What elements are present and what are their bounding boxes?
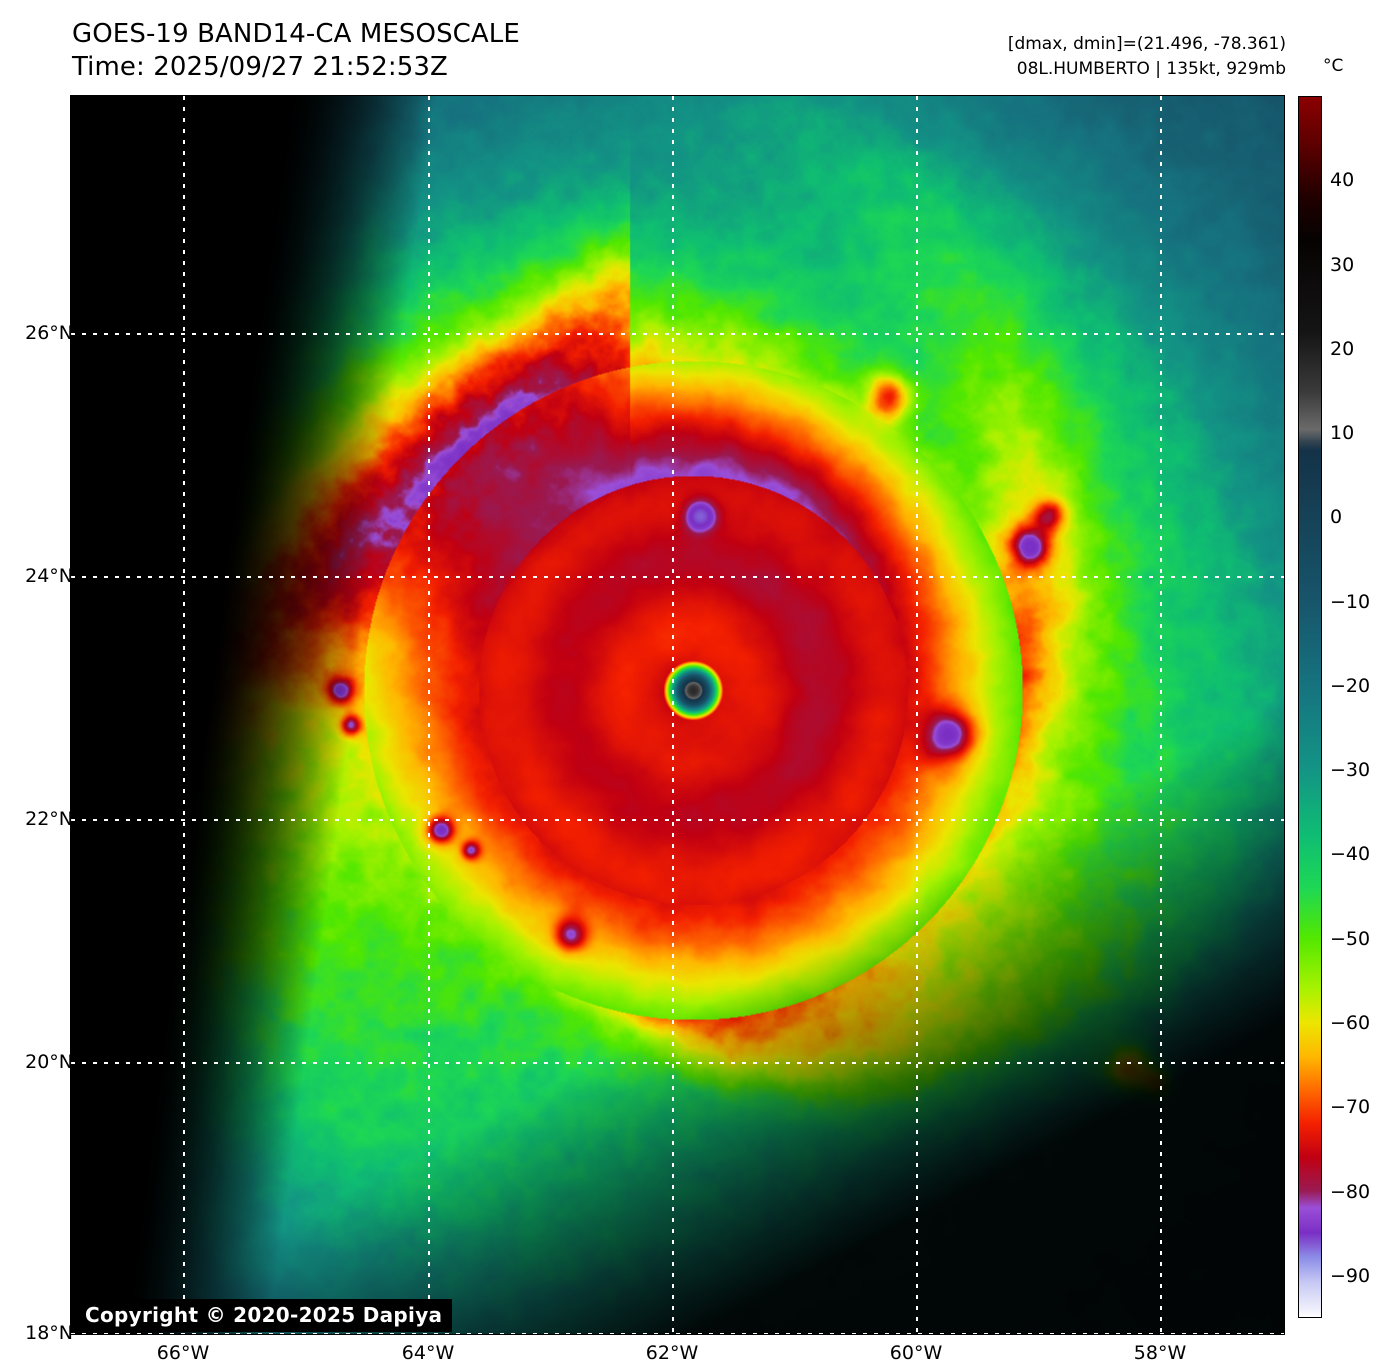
satellite-plot-area: Copyright © 2020-2025 Dapiya	[70, 95, 1285, 1335]
lat-tick-label: 24°N	[25, 565, 73, 587]
storm-intensity-readout: 08L.HUMBERTO | 135kt, 929mb	[1016, 58, 1286, 79]
colorbar-tick-label: −20	[1330, 674, 1371, 697]
colorbar-tick-label: −30	[1330, 759, 1371, 782]
lat-tick-label: 20°N	[25, 1051, 73, 1073]
colorbar-tick-label: 10	[1330, 422, 1355, 445]
colorbar-tick-label: −90	[1330, 1264, 1371, 1287]
colorbar-gradient	[1299, 97, 1321, 1317]
colorbar-tick-label: 20	[1330, 337, 1355, 360]
lon-tick-label: 60°W	[889, 1342, 943, 1364]
colorbar-tick-label: 0	[1330, 506, 1343, 529]
colorbar-tick-label: −40	[1330, 843, 1371, 866]
copyright-watermark: Copyright © 2020-2025 Dapiya	[75, 1299, 453, 1332]
colorbar-unit-label: °C	[1323, 56, 1344, 76]
colorbar-tick-label: −10	[1330, 590, 1371, 613]
colorbar-tick-label: −50	[1330, 927, 1371, 950]
colorbar-tick-label: −70	[1330, 1096, 1371, 1119]
lat-tick-label: 26°N	[25, 322, 73, 344]
colorbar-tick-label: 40	[1330, 169, 1355, 192]
page-title: GOES-19 BAND14-CA MESOSCALE Time: 2025/09…	[72, 18, 520, 85]
title-line-2: Time: 2025/09/27 21:52:53Z	[72, 52, 448, 83]
header-metadata: [dmax, dmin]=(21.496, -78.361) 08L.HUMBE…	[1008, 32, 1286, 81]
lat-tick-label: 18°N	[25, 1322, 73, 1344]
dmax-dmin-readout: [dmax, dmin]=(21.496, -78.361)	[1007, 34, 1286, 54]
title-line-1: GOES-19 BAND14-CA MESOSCALE	[72, 19, 520, 49]
temperature-colorbar	[1298, 96, 1322, 1318]
infrared-satellite-imagery	[71, 96, 1284, 1334]
lat-tick-label: 22°N	[25, 808, 73, 830]
lon-tick-label: 64°W	[401, 1342, 455, 1364]
colorbar-tick-label: −60	[1330, 1012, 1371, 1035]
lon-tick-label: 66°W	[156, 1342, 210, 1364]
colorbar-tick-label: −80	[1330, 1180, 1371, 1203]
colorbar-tick-label: 30	[1330, 253, 1355, 276]
lon-tick-label: 62°W	[645, 1342, 699, 1364]
lon-tick-label: 58°W	[1133, 1342, 1187, 1364]
